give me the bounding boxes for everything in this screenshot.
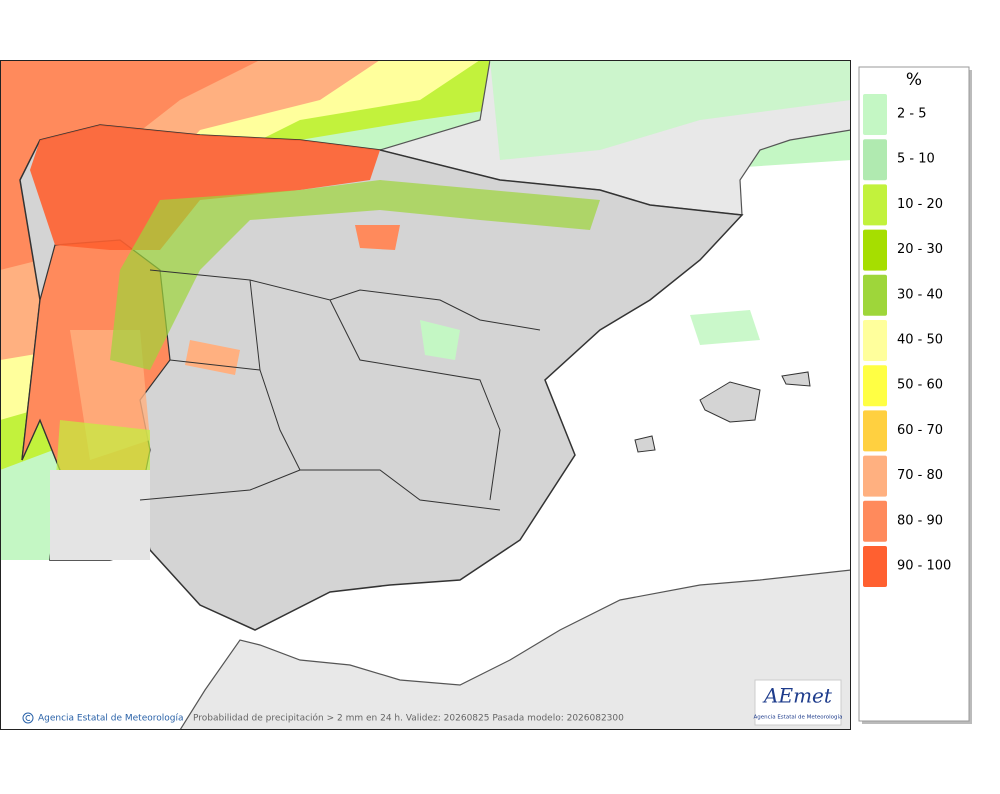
legend-swatch bbox=[863, 229, 887, 271]
legend-swatch bbox=[863, 94, 887, 135]
legend-items: 2 - 5 5 - 10 10 - 20 20 - 30 30 - 40 40 - 50 5… bbox=[863, 94, 951, 587]
legend-swatch bbox=[863, 139, 887, 181]
legend-label: 40 - 50 bbox=[897, 333, 943, 348]
legend-label: 10 - 20 bbox=[897, 197, 943, 212]
legend-swatch bbox=[863, 274, 887, 316]
copyright-icon bbox=[22, 712, 34, 724]
legend-swatch bbox=[863, 410, 887, 452]
legend-label: 50 - 60 bbox=[897, 378, 943, 393]
logo-subtitle: Agencia Estatal de Meteorología bbox=[754, 714, 843, 721]
legend-swatch bbox=[863, 184, 887, 226]
legend-swatch bbox=[863, 500, 887, 542]
map: Agencia Estatal de Meteorología Probabil… bbox=[1, 60, 850, 729]
legend-swatch bbox=[863, 320, 887, 361]
legend-swatch bbox=[863, 546, 887, 587]
credit: Agencia Estatal de Meteorología bbox=[38, 714, 184, 724]
legend-label: 30 - 40 bbox=[897, 287, 943, 302]
legend-label: 70 - 80 bbox=[897, 468, 943, 483]
legend-label: 80 - 90 bbox=[897, 513, 943, 528]
logo-box bbox=[754, 679, 842, 726]
legend-swatch bbox=[863, 455, 887, 497]
legend-label: 5 - 10 bbox=[897, 152, 935, 167]
legend-label: 90 - 100 bbox=[897, 559, 951, 574]
legend-label: 20 - 30 bbox=[897, 242, 943, 257]
caption: Probabilidad de precipitación > 2 mm en … bbox=[193, 713, 624, 724]
legend-swatch bbox=[863, 365, 887, 407]
map-frame bbox=[0, 60, 851, 730]
legend-label: 60 - 70 bbox=[897, 423, 943, 438]
legend-title: % bbox=[906, 70, 922, 90]
legend-label: 2 - 5 bbox=[897, 107, 927, 122]
logo-name: AEmet bbox=[762, 684, 833, 708]
